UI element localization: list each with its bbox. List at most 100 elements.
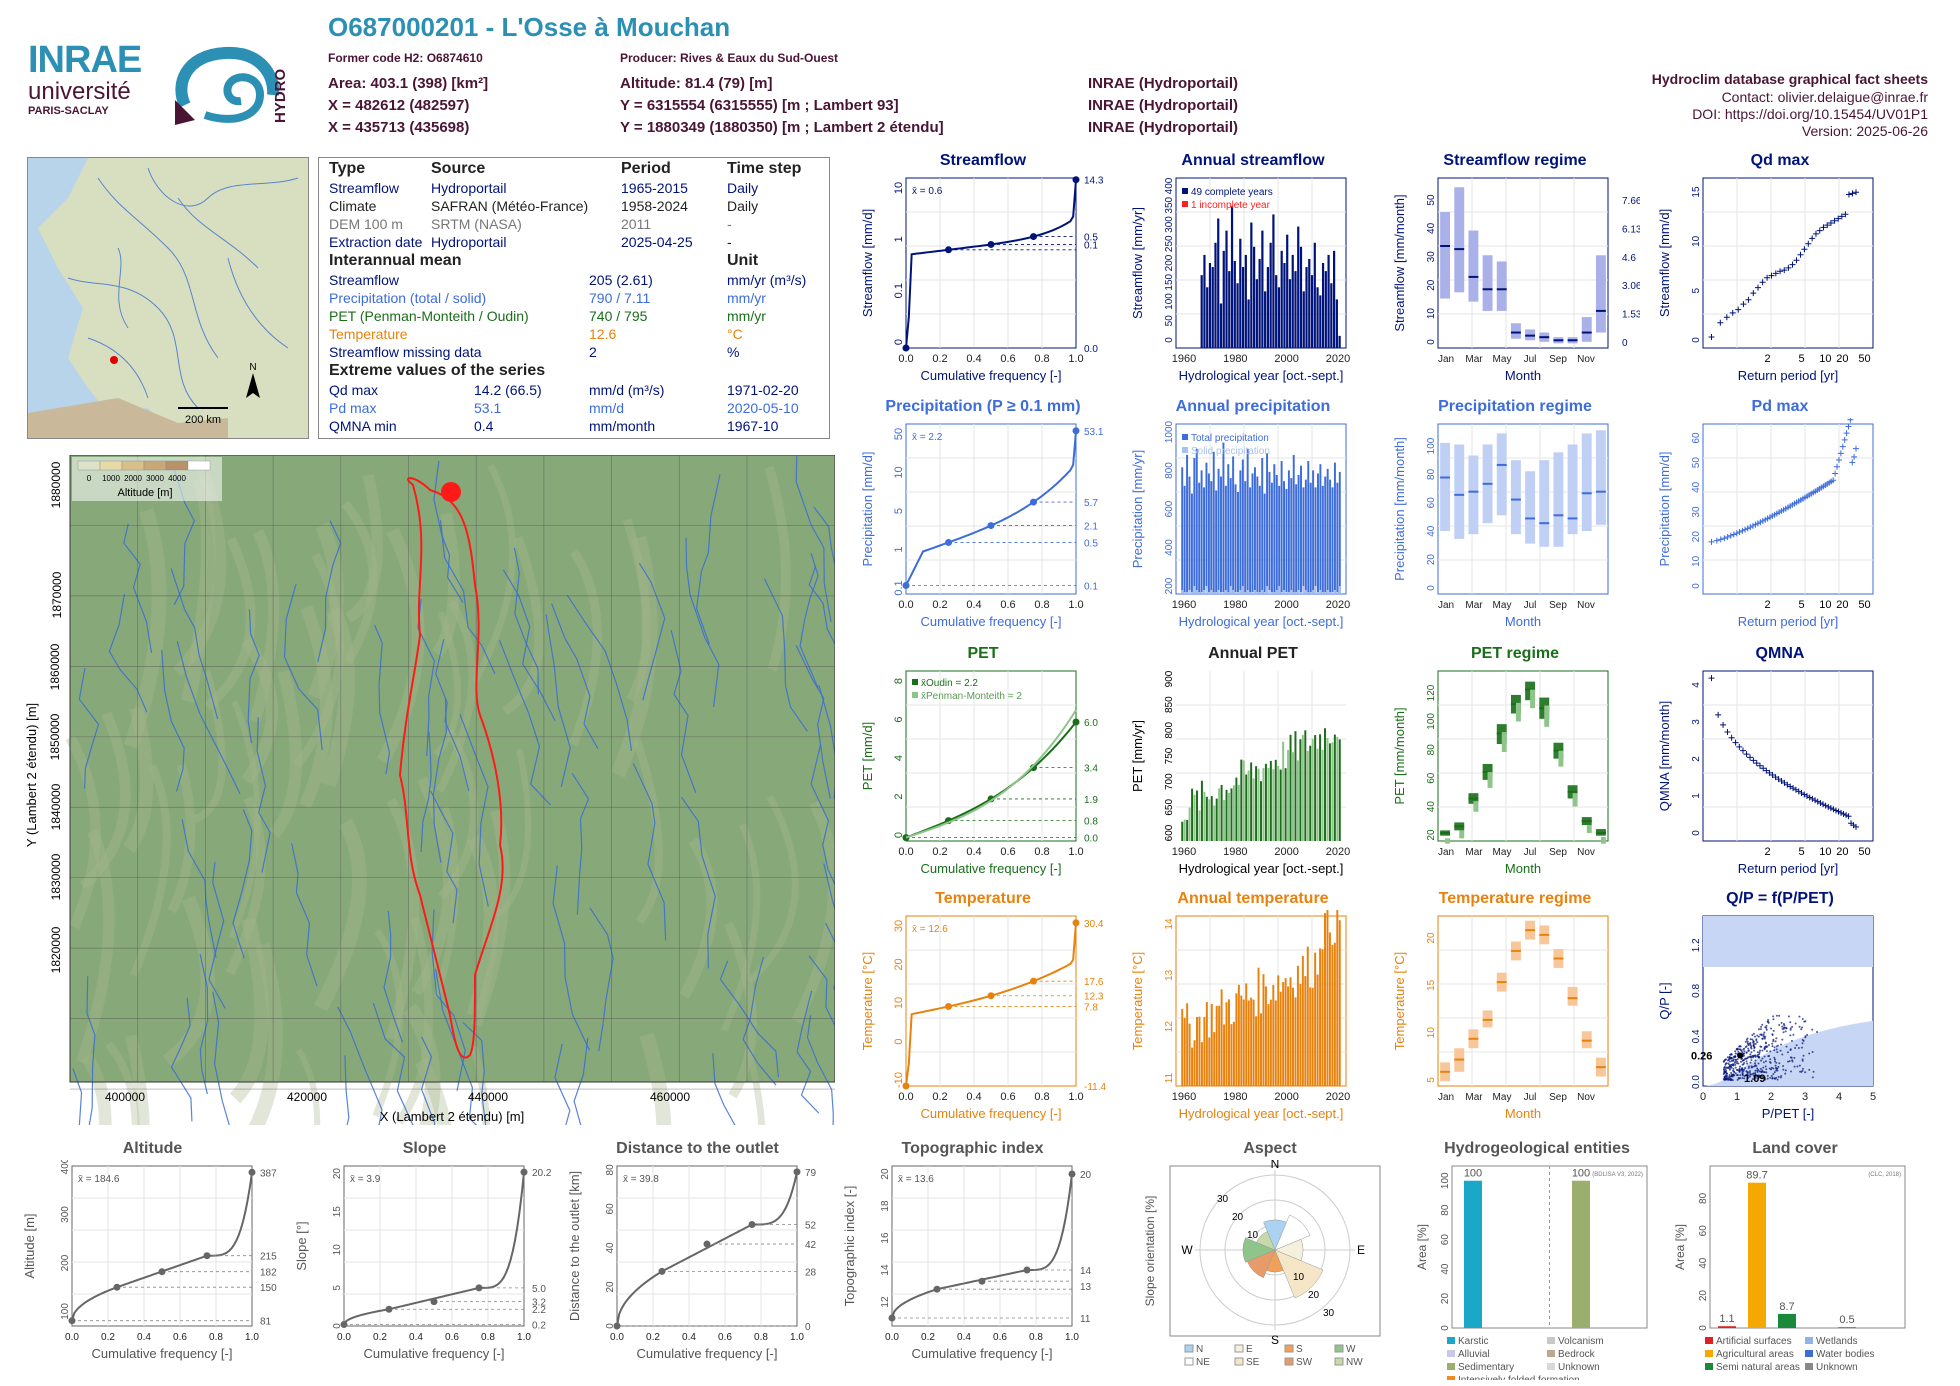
- precip_regime-box: [1468, 455, 1479, 535]
- annual_pet-ytick: 850: [1164, 696, 1175, 713]
- annual_pet-bar: [1247, 770, 1250, 841]
- qp_ppet-point: [1757, 1062, 1760, 1065]
- precip_regime-ytick: 80: [1426, 468, 1437, 480]
- distance_cdf-quantile-point: [793, 1168, 801, 1176]
- annual_pet-bar: [1311, 738, 1314, 841]
- qp_ppet-point: [1726, 1077, 1729, 1080]
- qd_max-point: [1845, 191, 1852, 198]
- annual_streamflow-bar: [1288, 279, 1292, 348]
- map-river: [552, 865, 591, 1051]
- qp_ppet-point: [1745, 1060, 1748, 1063]
- aspect-direction: E: [1357, 1243, 1365, 1257]
- pet_cdf-xtick: 1.0: [1068, 846, 1083, 858]
- qp_ppet-point: [1724, 1074, 1727, 1077]
- slope_cdf-ytick: 15: [332, 1206, 343, 1218]
- precip_regime-box: [1440, 442, 1451, 532]
- annual_temperature-bar: [1311, 987, 1314, 1086]
- qp_ppet-point: [1761, 1057, 1764, 1060]
- annual_pet-bar: [1237, 784, 1240, 841]
- map-ridge: [622, 518, 652, 702]
- topo_cdf-xtick: 0.6: [993, 1332, 1007, 1343]
- annual_temperature-bar: [1319, 948, 1322, 1086]
- annual_pet-title: Annual PET: [1208, 645, 1298, 662]
- qp_ppet-point: [1769, 1050, 1772, 1053]
- annual_pet-bar: [1319, 734, 1322, 841]
- topo_cdf-quantile-point: [1068, 1170, 1076, 1178]
- annual_streamflow-bar: [1316, 287, 1319, 348]
- distance_cdf-curve: [616, 1171, 798, 1327]
- temp_regime-xtick: Sep: [1549, 1092, 1567, 1103]
- annual_precipitation-bar-solid: [1227, 592, 1230, 594]
- annual_precipitation-bar: [1224, 485, 1227, 594]
- qmna-xtick: 50: [1858, 846, 1870, 858]
- qp_ppet-point: [1793, 1056, 1796, 1059]
- logo-inrae-text: INRAE: [28, 39, 142, 81]
- streamflow_cdf-ylabel: Streamflow [mm/d]: [860, 209, 875, 317]
- topo_cdf-ytick: 16: [880, 1232, 891, 1244]
- land_cover-svg: Area [%] 0 20 40 60 80 (CLC, 2018) 1.1 89.7 8.7 0.…: [1673, 1165, 1906, 1373]
- info-mean-cell: Streamflow missing data: [329, 344, 482, 360]
- qp_ppet-point: [1738, 1045, 1741, 1048]
- streamflow_regime-ylabel: Streamflow [mm/month]: [1392, 194, 1407, 331]
- annual_temperature-bar: [1235, 993, 1238, 1086]
- qmna-point: [1835, 808, 1842, 815]
- annual_streamflow-legend-item: 49 complete years: [1191, 187, 1273, 198]
- annual_temperature-bar: [1262, 974, 1265, 1086]
- streamflow_regime-rtick: 7.66: [1622, 196, 1640, 207]
- annual_precipitation-legend-swatch: [1182, 447, 1188, 453]
- pet_regime-xtick: Jan: [1438, 847, 1454, 858]
- pd_max-point: [1837, 450, 1844, 457]
- qp_ppet-point: [1752, 1032, 1755, 1035]
- qp_ppet-point: [1770, 1074, 1773, 1077]
- slope_cdf-panel: Slope 0.0 0.2 0.4 0.6 0.8 1.0 Cumulative freque…: [292, 1140, 557, 1380]
- qp_ppet-point: [1746, 1062, 1749, 1065]
- qmna-point: [1720, 721, 1727, 728]
- map-river: [459, 714, 489, 907]
- slope_cdf-xtick: 0.8: [481, 1332, 495, 1343]
- pet_cdf-title: PET: [967, 645, 999, 662]
- annual_precipitation-legend-swatch: [1182, 434, 1188, 440]
- aspect-legend-item: NW: [1346, 1357, 1363, 1368]
- annual_precipitation-bar-solid: [1314, 586, 1317, 594]
- annual_precipitation-bar: [1292, 454, 1295, 594]
- altitude_cdf-ytick: 100: [60, 1303, 71, 1320]
- altitude_cdf-panel: Altitude 0.0 0.2 0.4 0.6 0.8 1.0 Cumulative fre…: [20, 1140, 285, 1380]
- info-row-cell: Hydroportail: [431, 180, 507, 196]
- qp_ppet-point: [1728, 1060, 1731, 1063]
- qp_ppet-point: [1748, 1075, 1751, 1078]
- qp_ppet-point: [1783, 1026, 1786, 1029]
- streamflow_cdf-mean-label: x̄ = 0.6: [912, 186, 943, 197]
- streamflow_cdf-right-tick: 14.3: [1084, 176, 1104, 187]
- map-xlabel: X (Lambert 2 étendu) [m]: [380, 1109, 525, 1124]
- qp_ppet-point: [1735, 1074, 1738, 1077]
- streamflow_regime-ytick: 30: [1426, 251, 1437, 263]
- hydrogeology-legend-swatch: [1547, 1337, 1555, 1344]
- temp_regime-xlabel: Month: [1505, 1106, 1541, 1121]
- qp_ppet-point: [1763, 1076, 1766, 1079]
- qp_ppet-point: [1730, 1060, 1733, 1063]
- annual_precipitation-ylabel: Precipitation [mm/yr]: [1130, 450, 1145, 568]
- annual_temperature-bar: [1321, 949, 1324, 1086]
- slope_cdf-ytick: 10: [332, 1244, 343, 1256]
- qp_ppet-point: [1744, 1057, 1747, 1060]
- qp_ppet-point: [1780, 1075, 1783, 1078]
- qp_ppet-point: [1732, 1064, 1735, 1067]
- annual_precipitation-bar: [1302, 487, 1305, 594]
- qp_ppet-point: [1776, 1078, 1779, 1081]
- map-river: [795, 456, 832, 622]
- qd_max-point: [1789, 261, 1796, 268]
- map-ytick: 1850000: [48, 713, 62, 760]
- annual_precipitation-bar: [1326, 468, 1329, 594]
- precip_cdf-xtick: 0.0: [898, 599, 913, 611]
- qp_ppet-point: [1743, 1077, 1746, 1080]
- map-ridge: [433, 805, 460, 999]
- qd_max-ytick: 0: [1691, 337, 1702, 343]
- streamflow_regime-rtick: 1.53: [1622, 310, 1640, 321]
- pet-regime-box-pm: [1501, 732, 1507, 753]
- temp_cdf-xtick: 0.4: [966, 1091, 981, 1103]
- pet_cdf-ylabel: PET [mm/d]: [860, 722, 875, 790]
- distance_cdf-mean-label: x̄ = 39.8: [623, 1174, 659, 1185]
- qp_ppet-point: [1756, 1041, 1759, 1044]
- annual_pet-xlabel: Hydrological year [oct.-sept.]: [1179, 861, 1344, 876]
- qp_ppet-point: [1772, 1040, 1775, 1043]
